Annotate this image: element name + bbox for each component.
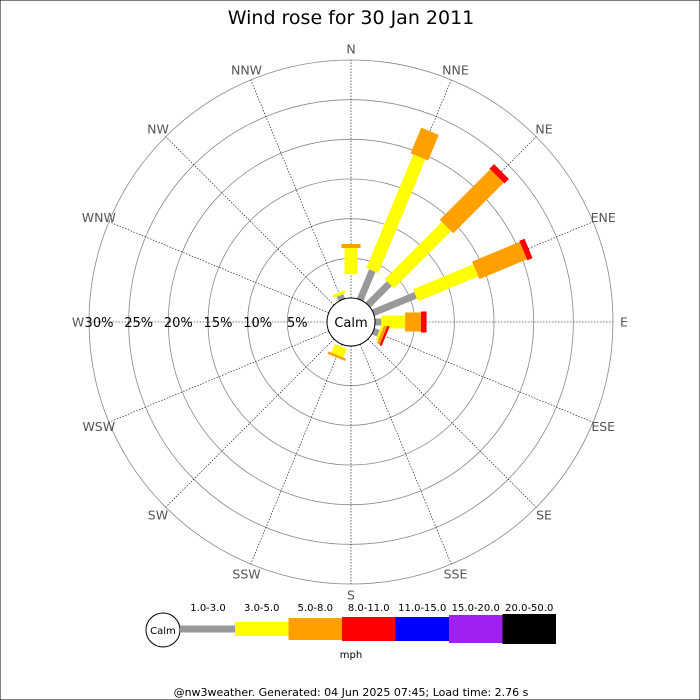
legend-swatch-11.0-15.0 <box>395 617 449 641</box>
bar-ne-5.0-8.0 <box>439 169 504 234</box>
chart-title: Wind rose for 30 Jan 2011 <box>228 7 475 29</box>
legend-label-1.0-3.0: 1.0-3.0 <box>190 603 225 614</box>
direction-label-nne: NNE <box>442 62 469 77</box>
bar-ne-8.0-11.0 <box>489 164 509 184</box>
bar-ne-3.0-5.0 <box>384 221 452 289</box>
direction-label-se: SE <box>536 508 552 523</box>
direction-label-w: W <box>72 315 84 330</box>
direction-label-ene: ENE <box>591 210 616 225</box>
bar-ese-1.0-3.0 <box>371 327 380 337</box>
bar-ese-5.0-8.0 <box>376 325 388 345</box>
bar-ene-1.0-3.0 <box>371 291 418 317</box>
ring-label-25: 25% <box>124 316 153 331</box>
bar-ne-1.0-3.0 <box>365 281 392 308</box>
legend-unit-label: mph <box>340 650 362 661</box>
spoke-se <box>367 338 537 508</box>
ring-label-20: 20% <box>164 316 193 331</box>
spoke-nnw <box>250 79 343 300</box>
bar-ene-5.0-8.0 <box>472 241 528 280</box>
ring-label-30: 30% <box>85 316 114 331</box>
legend: Calm mph 1.0-3.0 3.0-5.0 5.0-8.0 8.0-11.0 11… <box>145 603 556 661</box>
spoke-wnw <box>108 221 329 314</box>
calm-label: Calm <box>334 316 367 331</box>
bar-ssw-3.0-5.0 <box>331 343 347 358</box>
spoke-wsw <box>108 330 329 423</box>
legend-label-15.0-20.0: 15.0-20.0 <box>452 603 500 614</box>
legend-label-3.0-5.0: 3.0-5.0 <box>244 603 279 614</box>
footer-text: @nw3weather. Generated: 04 Jun 2025 07:4… <box>174 686 529 699</box>
bar-nnw-1.0-3.0 <box>336 294 346 302</box>
spoke-ese <box>373 330 594 423</box>
bar-ese-3.0-5.0 <box>375 327 383 341</box>
bar-ese-8.0-11.0 <box>379 325 390 347</box>
bar-nne-3.0-5.0 <box>366 154 426 273</box>
spoke-nw <box>165 136 335 306</box>
legend-swatch-20.0-50.0 <box>502 614 556 644</box>
bar-nnw-3.0-5.0 <box>332 290 346 298</box>
direction-label-nw: NW <box>147 121 169 136</box>
legend-swatch-5.0-8.0 <box>288 618 342 640</box>
spoke-sse <box>359 344 452 565</box>
ring-labels: 5% 10% 15% 20% 25% 30% <box>85 316 308 331</box>
direction-label-e: E <box>620 315 628 330</box>
direction-label-s: S <box>347 588 355 603</box>
legend-label-20.0-50.0: 20.0-50.0 <box>505 603 553 614</box>
direction-label-nnw: NNW <box>231 62 262 77</box>
legend-label-5.0-8.0: 5.0-8.0 <box>298 603 333 614</box>
bar-ene-3.0-5.0 <box>413 264 479 302</box>
ring-label-15: 15% <box>204 316 233 331</box>
legend-swatch-3.0-5.0 <box>235 622 289 636</box>
direction-label-sw: SW <box>148 508 168 523</box>
direction-label-wsw: WSW <box>82 419 115 434</box>
legend-label-11.0-15.0: 11.0-15.0 <box>398 603 446 614</box>
direction-label-ssw: SSW <box>232 567 260 582</box>
direction-label-ese: ESE <box>591 419 615 434</box>
direction-label-sse: SSE <box>444 567 468 582</box>
grid-ring-15 <box>207 178 495 466</box>
ring-label-5: 5% <box>287 316 308 331</box>
legend-calm-label: Calm <box>150 626 176 637</box>
bar-nne-5.0-8.0 <box>410 127 439 161</box>
wind-bars <box>327 127 533 362</box>
legend-swatch-8.0-11.0 <box>342 617 396 641</box>
direction-label-wnw: WNW <box>82 210 116 225</box>
legend-label-8.0-11.0: 8.0-11.0 <box>348 603 390 614</box>
direction-label-ne: NE <box>535 121 552 136</box>
bar-ene-8.0-11.0 <box>519 238 533 261</box>
direction-label-n: N <box>346 42 355 57</box>
spoke-ssw <box>250 344 343 565</box>
ring-label-10: 10% <box>243 316 272 331</box>
calm-center: Calm <box>326 297 376 347</box>
bar-nne-1.0-3.0 <box>356 269 376 302</box>
spoke-sw <box>165 338 335 508</box>
calm-circle <box>326 297 376 347</box>
legend-swatch-15.0-20.0 <box>449 615 503 643</box>
bar-ssw-5.0-8.0 <box>327 351 347 362</box>
grid-ring-20 <box>167 138 535 506</box>
